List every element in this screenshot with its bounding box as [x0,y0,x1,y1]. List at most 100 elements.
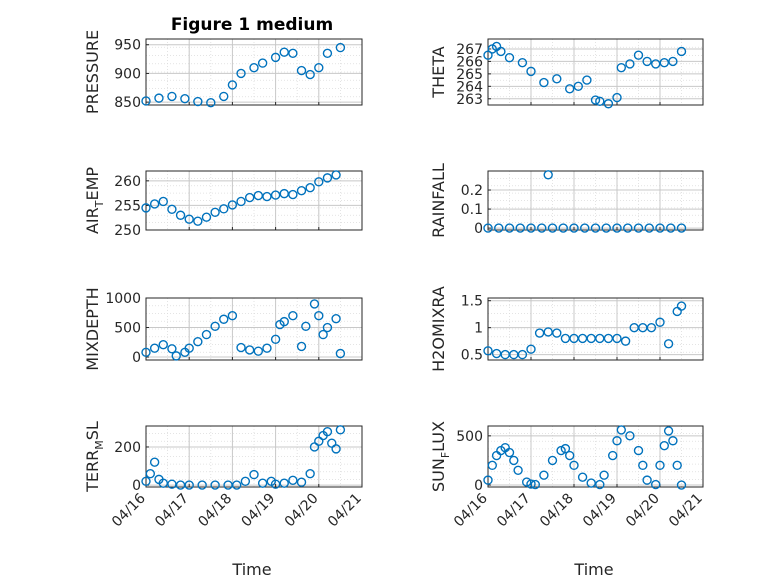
x-axis-label-left: Time [231,560,271,579]
y-tick-label: 0 [132,350,141,366]
data-point [141,476,151,486]
y-tick-label: 0.2 [461,183,483,199]
data-point [227,200,238,210]
figure-title: Figure 1 medium [171,15,333,35]
y-tick-label: 0 [474,221,483,237]
data-point [522,477,532,487]
data-point [236,68,246,79]
y-tick-label: 267 [456,42,483,58]
data-point [483,346,493,356]
data-point [141,96,151,106]
data-point [487,460,497,471]
data-point [314,311,324,321]
data-point [625,431,635,441]
y-tick-label: 1000 [105,291,141,307]
y-axis-label: SUNFLUX [429,421,452,492]
data-point [573,81,583,92]
data-point [219,204,229,214]
data-point [149,199,160,209]
y-tick-label: 264 [456,79,483,95]
data-point [167,479,177,489]
data-point [633,445,644,456]
data-point [141,347,151,358]
data-point [296,185,307,196]
data-point [651,59,661,69]
y-axis-label: RAINFALL [429,163,448,238]
y-tick-label: 0 [132,478,141,494]
data-point [504,447,515,458]
data-point [288,189,298,200]
data-point [526,223,536,233]
data-point [612,92,622,103]
axes-frame [145,170,363,231]
y-tick-label: 250 [114,223,141,239]
data-point [210,480,220,490]
data-point [167,204,177,215]
data-point [249,469,259,480]
data-point [279,47,289,57]
data-point [193,336,203,347]
data-point [530,479,540,490]
data-point [210,321,220,332]
y-tick-label: 950 [114,38,141,54]
data-point [270,190,281,200]
data-point [253,190,264,201]
y-tick-label: 263 [456,92,483,108]
data-point [296,65,307,76]
y-tick-label: 265 [456,67,483,83]
y-tick-label: 500 [456,429,483,445]
y-tick-label: 255 [114,198,141,214]
data-point [262,191,272,202]
y-axis-label: PRESSURE [83,30,102,114]
subplot-3: 250 255 260 AIRTEMP [83,167,363,239]
data-point [590,223,601,233]
data-point [335,348,346,359]
y-tick-label: 850 [114,95,141,111]
data-point [595,479,605,490]
y-tick-label: 1.5 [461,294,483,310]
data-point [659,57,669,68]
data-point [149,457,160,467]
data-point [193,216,203,226]
data-point [270,334,281,345]
data-point [262,343,272,353]
axes-frame [487,38,704,106]
y-tick-label: 260 [114,174,141,190]
data-point [331,313,341,324]
data-point [322,48,333,59]
data-point [296,477,307,487]
y-tick-label: 900 [114,66,141,82]
data-point [253,346,264,356]
data-point [633,50,644,60]
data-point [666,223,676,233]
data-point [305,183,315,193]
data-point [206,98,216,108]
data-point [257,478,268,488]
data-point [154,93,164,103]
subplot-1: 850 900 950 PRESSURE [83,30,363,114]
data-point [616,425,626,435]
data-point [676,480,687,490]
data-point [599,470,609,480]
y-tick-label: 500 [114,321,141,337]
data-point [644,223,654,233]
data-point [586,478,596,488]
data-point [180,93,190,104]
data-point [655,223,665,233]
data-point [547,223,558,233]
data-point [494,223,504,233]
data-point [668,436,678,446]
data-point [288,475,298,486]
data-point [569,223,579,233]
data-point [543,170,553,180]
data-point [625,59,635,69]
data-point [193,96,203,107]
data-point [590,95,601,105]
axes-frame [145,425,363,488]
data-point [504,223,515,233]
data-point [175,210,186,220]
data-point [539,470,549,480]
data-point [257,58,268,68]
data-point [642,56,652,67]
